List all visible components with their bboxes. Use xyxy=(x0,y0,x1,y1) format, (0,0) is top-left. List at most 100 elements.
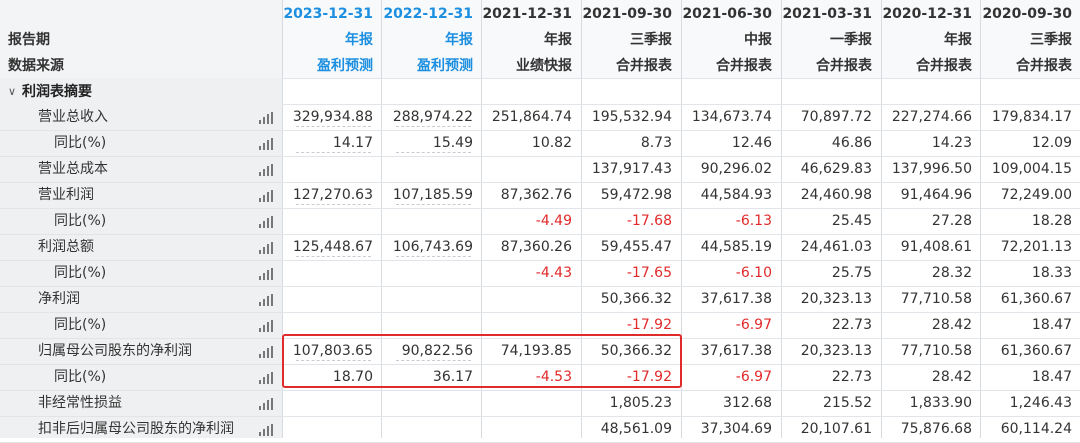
table-cell: 91,408.61 xyxy=(900,239,972,255)
table-cell: 90,296.02 xyxy=(700,161,772,177)
bar-chart-icon[interactable] xyxy=(259,112,273,124)
table-cell: 37,304.69 xyxy=(700,421,772,437)
table-cell: 18.47 xyxy=(1031,369,1072,385)
row-divider xyxy=(282,234,1080,235)
row-divider xyxy=(0,364,282,365)
column-divider xyxy=(980,0,981,438)
table-cell: -4.53 xyxy=(535,369,572,385)
table-row[interactable]: 非经常性损益 1,805.23 312.68 215.52 1,833.90 1,246.… xyxy=(0,390,1080,416)
chevron-down-icon[interactable]: ∨ xyxy=(8,85,17,98)
table-row[interactable]: 同比(%) -4.43 -17.65 -6.10 25.75 28.32 18.33 xyxy=(0,260,1080,286)
bar-chart-icon[interactable] xyxy=(259,424,273,436)
table-cell: 59,455.47 xyxy=(600,239,672,255)
row-divider xyxy=(0,312,282,313)
column-header-date[interactable]: 2023-12-31 xyxy=(283,6,373,22)
bar-chart-icon[interactable] xyxy=(259,164,273,176)
table-cell: 44,584.93 xyxy=(700,187,772,203)
section-title[interactable]: 利润表摘要 xyxy=(22,84,92,100)
table-cell: 10.82 xyxy=(531,135,572,151)
column-header-date[interactable]: 2020-09-30 xyxy=(982,6,1072,22)
table-cell: -17.68 xyxy=(626,213,672,229)
table-cell: 44,585.19 xyxy=(700,239,772,255)
table-row[interactable]: 营业利润 127,270.63 107,185.59 87,362.76 59,472.… xyxy=(0,182,1080,208)
table-row[interactable]: 扣非后归属母公司股东的净利润 48,561.09 37,304.69 20,107.6… xyxy=(0,416,1080,442)
estimate-underline xyxy=(296,360,371,361)
row-label: 同比(%) xyxy=(54,135,107,151)
table-cell: 61,360.67 xyxy=(1000,291,1072,307)
bar-chart-icon[interactable] xyxy=(259,242,273,254)
table-cell: 18.47 xyxy=(1031,317,1072,333)
bar-chart-icon[interactable] xyxy=(259,138,273,150)
table-cell: 18.33 xyxy=(1031,265,1072,281)
table-cell: 179,834.17 xyxy=(991,109,1072,125)
column-header-type: 三季报 xyxy=(630,32,672,48)
table-row[interactable]: 营业总收入 329,934.88 288,974.22 251,864.74 195,5… xyxy=(0,104,1080,130)
column-header-date[interactable]: 2020-12-31 xyxy=(882,6,972,22)
bar-chart-icon[interactable] xyxy=(259,372,273,384)
estimate-underline xyxy=(396,152,471,153)
column-header-source: 业绩快报 xyxy=(516,58,572,74)
bar-chart-icon[interactable] xyxy=(259,398,273,410)
table-row[interactable]: 利润总额 125,448.67 106,743.69 87,360.26 59,455.… xyxy=(0,234,1080,260)
row-label: 扣非后归属母公司股东的净利润 xyxy=(38,421,234,437)
table-row[interactable]: 营业总成本 137,917.43 90,296.02 46,629.83 137,996… xyxy=(0,156,1080,182)
column-divider xyxy=(781,0,782,438)
column-divider xyxy=(881,0,882,438)
bar-chart-icon[interactable] xyxy=(259,346,273,358)
table-cell: 329,934.88 xyxy=(292,109,373,125)
table-cell: 60,114.24 xyxy=(1000,421,1072,437)
row-divider xyxy=(282,260,1080,261)
table-row[interactable]: 同比(%) -4.49 -17.68 -6.13 25.45 27.28 18.28 xyxy=(0,208,1080,234)
row-divider xyxy=(282,208,1080,209)
column-header-date[interactable]: 2021-12-31 xyxy=(482,6,572,22)
table-row[interactable]: 归属母公司股东的净利润 107,803.65 90,822.56 74,193.85 5… xyxy=(0,338,1080,364)
row-divider xyxy=(282,182,1080,183)
row-divider xyxy=(282,156,1080,157)
table-row[interactable]: 同比(%) -17.92 -6.97 22.73 28.42 18.47 xyxy=(0,312,1080,338)
table-cell: 22.73 xyxy=(831,369,872,385)
data-source-label: 数据来源 xyxy=(8,58,64,74)
table-row[interactable]: 净利润 50,366.32 37,617.38 20,323.13 77,710.58 6… xyxy=(0,286,1080,312)
column-header-date[interactable]: 2021-06-30 xyxy=(682,6,772,22)
bar-chart-icon[interactable] xyxy=(259,268,273,280)
row-label: 营业总成本 xyxy=(38,161,108,177)
table-cell: 77,710.58 xyxy=(900,291,972,307)
row-label: 利润总额 xyxy=(38,239,94,255)
column-header-date[interactable]: 2022-12-31 xyxy=(383,6,473,22)
bar-chart-icon[interactable] xyxy=(259,294,273,306)
table-cell: 127,270.63 xyxy=(292,187,373,203)
table-cell: 90,822.56 xyxy=(401,343,473,359)
column-header-type: 中报 xyxy=(744,32,772,48)
bar-chart-icon[interactable] xyxy=(259,216,273,228)
table-cell: 87,362.76 xyxy=(500,187,572,203)
table-cell: 28.32 xyxy=(931,265,972,281)
row-divider xyxy=(0,130,282,131)
table-cell: 20,323.13 xyxy=(800,343,872,359)
column-header-type: 年报 xyxy=(345,32,373,48)
table-cell: 72,201.13 xyxy=(1000,239,1072,255)
row-divider xyxy=(0,208,282,209)
bar-chart-icon[interactable] xyxy=(259,320,273,332)
table-row[interactable]: 同比(%) 18.70 36.17 -4.53 -17.92 -6.97 22.73 28.4… xyxy=(0,364,1080,390)
bar-chart-icon[interactable] xyxy=(259,190,273,202)
table-cell: 50,366.32 xyxy=(600,291,672,307)
table-cell: 46.86 xyxy=(831,135,872,151)
table-cell: 195,532.94 xyxy=(591,109,672,125)
row-label: 营业利润 xyxy=(38,187,94,203)
column-header-type: 年报 xyxy=(445,32,473,48)
report-period-label: 报告期 xyxy=(8,32,50,48)
table-cell: 28.42 xyxy=(931,369,972,385)
header-label-area xyxy=(0,0,282,78)
table-cell: 18.28 xyxy=(1031,213,1072,229)
table-cell: 125,448.67 xyxy=(292,239,373,255)
column-header-date[interactable]: 2021-09-30 xyxy=(582,6,672,22)
table-cell: 25.45 xyxy=(831,213,872,229)
row-label: 同比(%) xyxy=(54,369,107,385)
table-row[interactable]: 同比(%) 14.17 15.49 10.82 8.73 12.46 46.86 14.23 1… xyxy=(0,130,1080,156)
row-divider xyxy=(282,312,1080,313)
table-cell: 46,629.83 xyxy=(800,161,872,177)
column-header-date[interactable]: 2021-03-31 xyxy=(782,6,872,22)
row-divider xyxy=(0,390,282,391)
table-cell: -4.49 xyxy=(535,213,572,229)
